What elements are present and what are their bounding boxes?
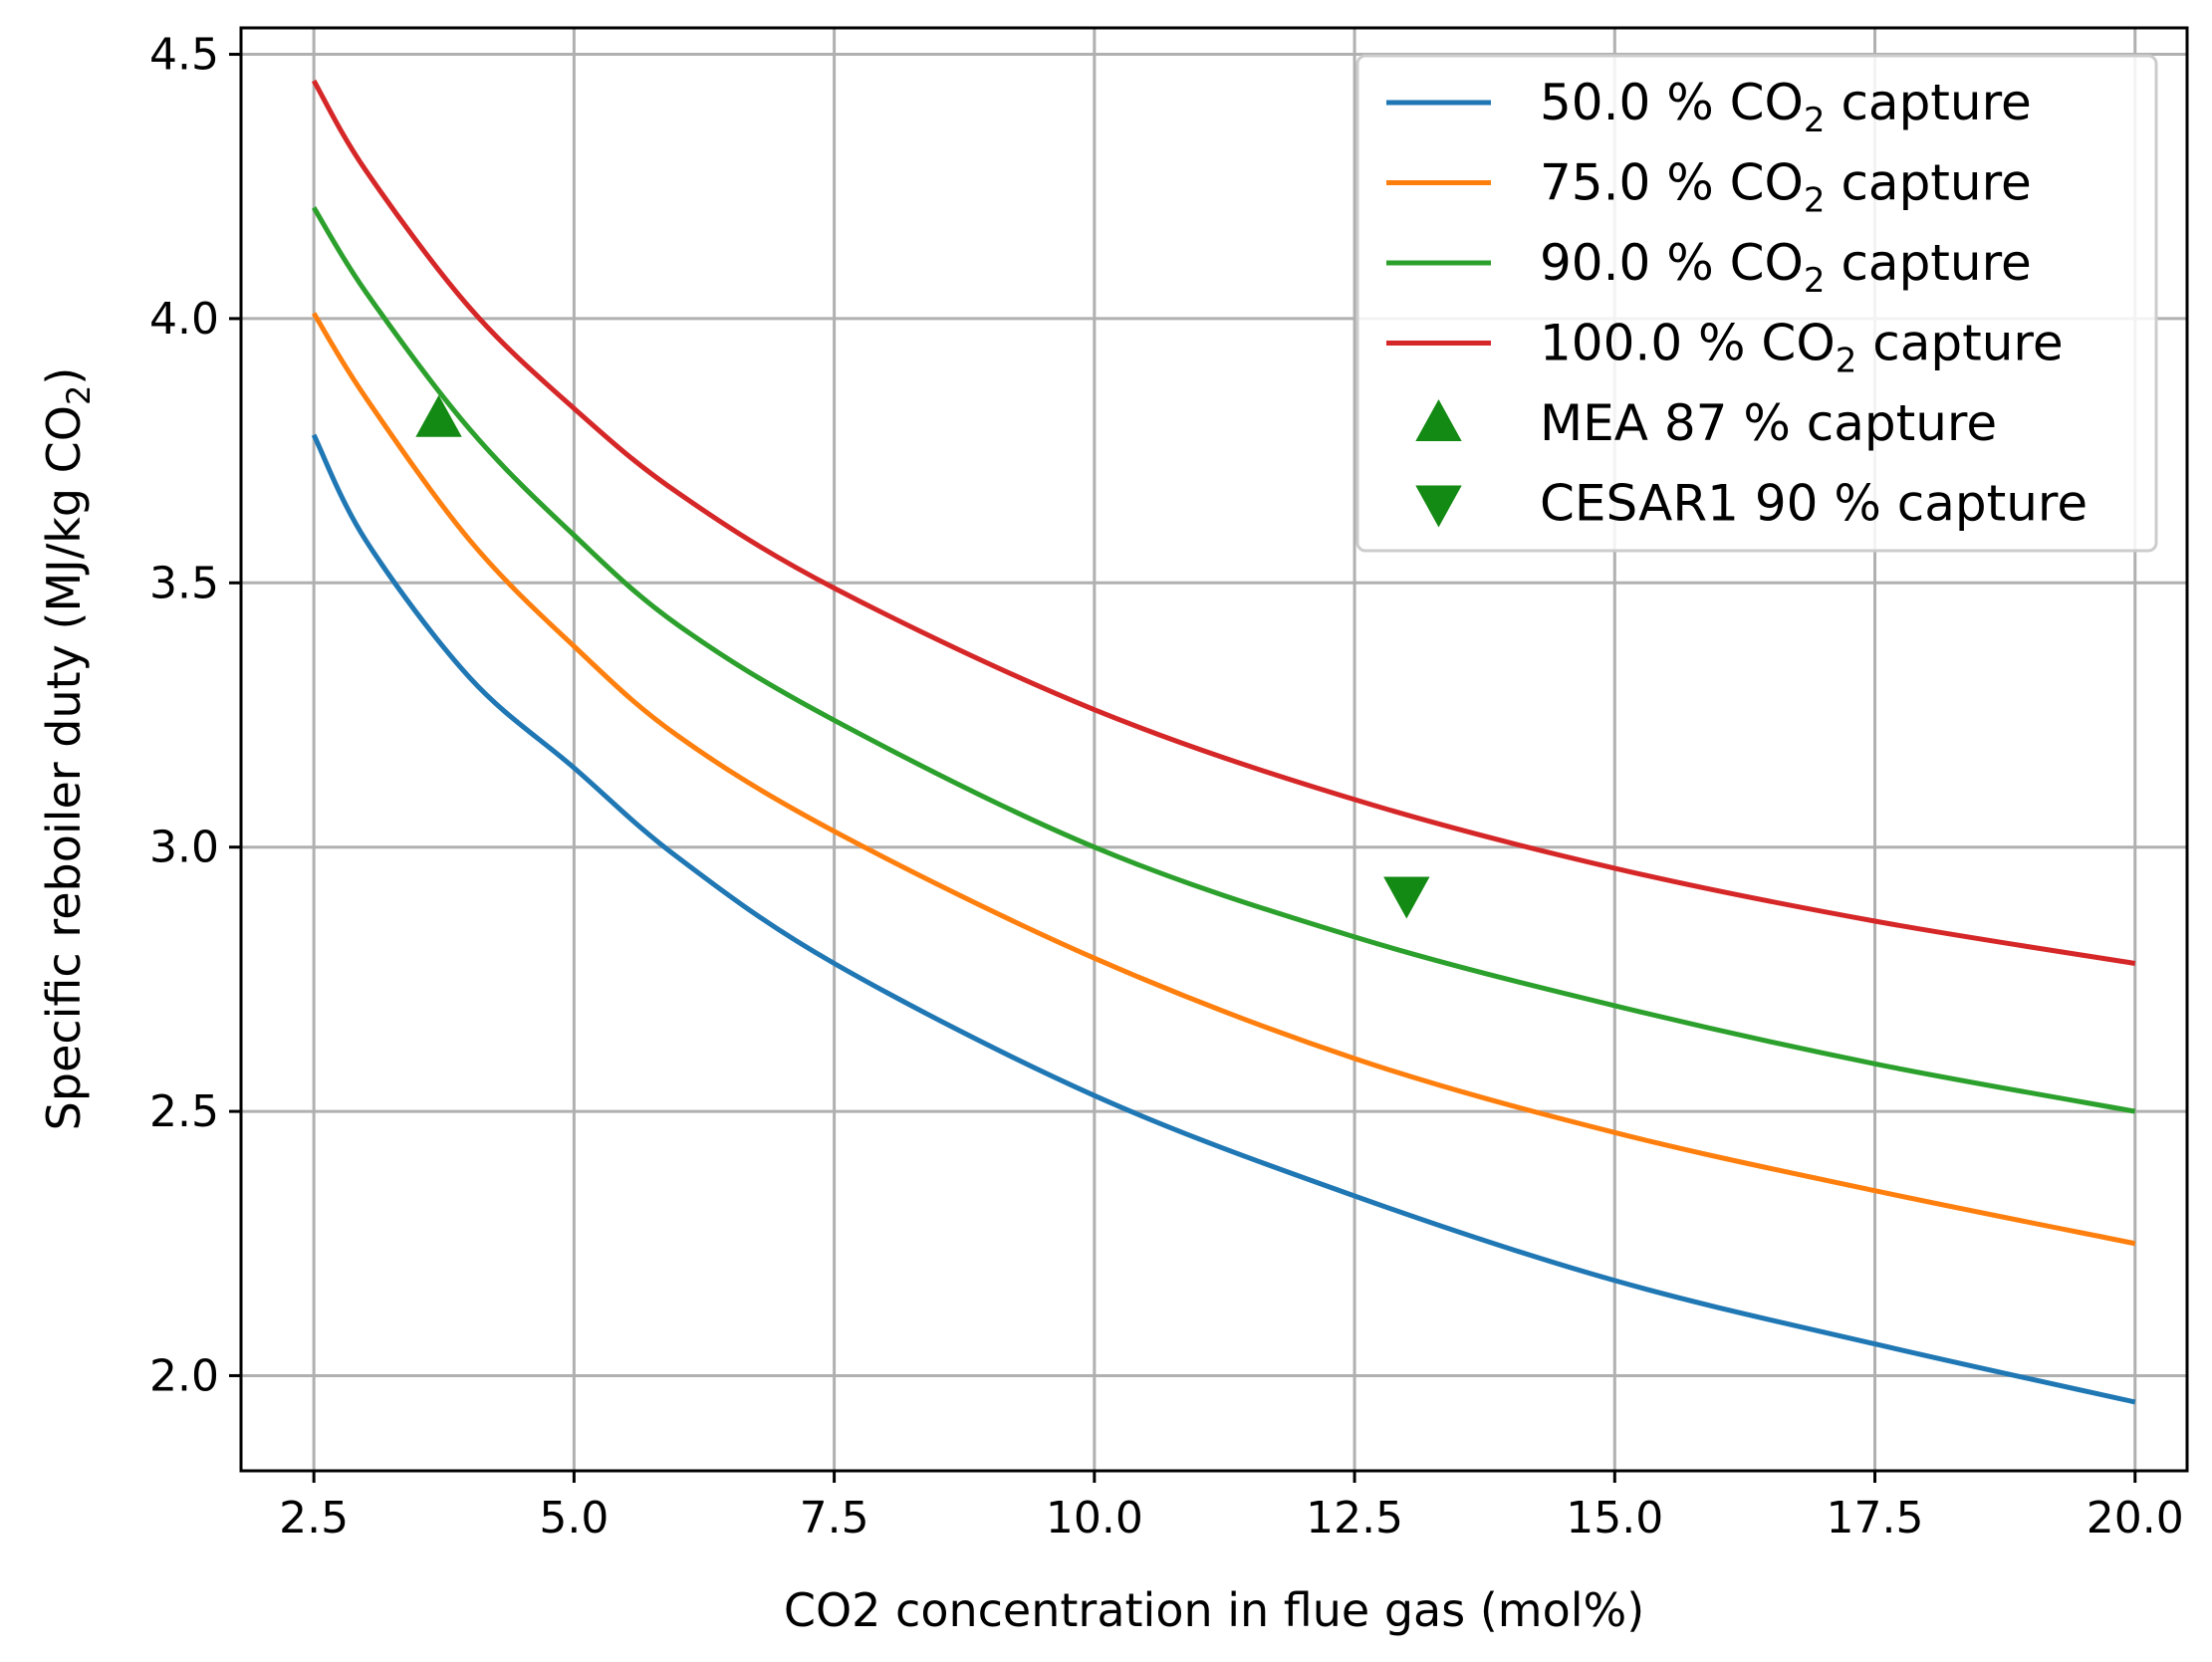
y-tick-label: 2.0 [149,1350,219,1401]
legend-label-main: 100.0 % CO [1540,315,1836,372]
legend-label: 90.0 % CO2 capture [1540,234,2032,301]
legend-marker [1415,485,1462,528]
legend-label-main: 75.0 % CO [1540,154,1804,212]
series-line [311,312,2136,1247]
legend-frame [1355,54,2158,553]
y-axis-ticks: 2.0 2.5 3.0 3.5 4.0 4.5 [149,30,241,1401]
legend-marker [1415,399,1462,441]
x-tick-label: 15.0 [1566,1493,1663,1543]
x-tick-label: 7.5 [800,1493,869,1543]
y-tick-label: 2.5 [149,1086,219,1137]
legend-label-end: capture [1826,154,2032,212]
y-tick-label: 4.5 [149,30,219,81]
legend-label-subscript: 2 [1804,181,1826,221]
series-line [311,206,2136,1114]
data-marker [1383,876,1430,919]
plot-frame [239,26,2189,1473]
legend-label-end: capture [1826,74,2032,131]
x-axis-ticks: 2.5 5.0 7.5 10.0 12.5 15.0 17.5 20.0 [279,1471,2184,1543]
legend-label-subscript: 2 [1836,342,1857,381]
x-tick-label: 5.0 [539,1493,609,1543]
y-tick-label: 3.0 [149,823,219,873]
x-tick-label: 20.0 [2087,1493,2184,1543]
series-layer [311,79,2136,1405]
legend-label: 100.0 % CO2 capture [1540,315,2064,381]
legend-label: MEA 87 % capture [1540,394,1997,452]
legend-label: 50.0 % CO2 capture [1540,74,2032,140]
y-axis-label-end: ) [37,367,91,385]
marker-layer [415,394,1430,919]
y-axis-label-main: Specific reboiler duty (MJ/kg CO [37,405,91,1130]
y-axis-label-subscript: 2 [60,385,98,405]
legend-label: CESAR1 90 % capture [1540,475,2088,533]
legend-label-subscript: 2 [1804,101,1826,140]
x-tick-label: 10.0 [1046,1493,1143,1543]
legend-label-subscript: 2 [1804,261,1826,301]
y-axis-label: Specific reboiler duty (MJ/kg CO2) [37,367,98,1131]
legend-label-end: capture [1826,234,2032,292]
legend-label: 75.0 % CO2 capture [1540,154,2032,221]
legend-label-main: 90.0 % CO [1540,234,1804,292]
legend-label-main: 50.0 % CO [1540,74,1804,131]
legend-label-end: capture [1856,315,2063,372]
x-tick-label: 17.5 [1827,1493,1924,1543]
data-marker [415,394,462,437]
series-line [311,433,2136,1405]
y-tick-label: 4.0 [149,294,219,345]
series-line [311,79,2136,966]
y-tick-label: 3.5 [149,558,219,608]
x-tick-label: 12.5 [1306,1493,1403,1543]
x-axis-label: CO2 concentration in flue gas (mol%) [784,1583,1644,1637]
x-tick-label: 2.5 [279,1493,349,1543]
